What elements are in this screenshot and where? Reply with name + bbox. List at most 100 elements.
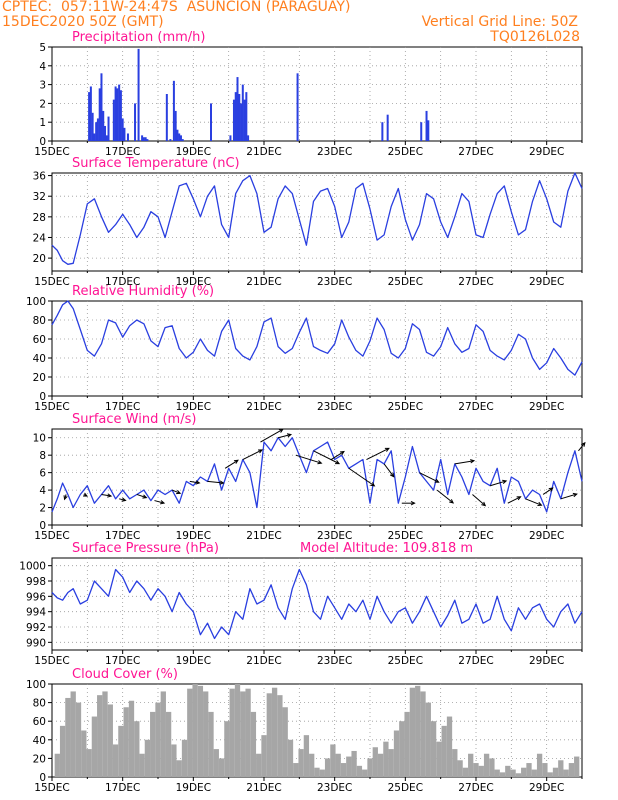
bar: [250, 711, 257, 777]
wind-vector: [366, 447, 390, 460]
bar: [93, 133, 96, 141]
x-tick-label: 19DEC: [176, 146, 211, 158]
bar: [123, 707, 129, 777]
x-tick-label: 29DEC: [529, 401, 564, 413]
series-line: [51, 437, 583, 513]
bar: [238, 94, 241, 141]
wind-vector: [154, 500, 166, 505]
panel-frame: [51, 300, 583, 397]
vector-shaft: [454, 460, 475, 465]
bar: [430, 721, 437, 777]
bar: [128, 700, 135, 777]
x-tick-label: 25DEC: [388, 401, 423, 413]
bar: [367, 758, 373, 777]
vector-head: [384, 447, 390, 452]
y-tick-label: 3: [39, 80, 46, 92]
y-tick-label: 998: [26, 576, 46, 588]
bar: [176, 760, 182, 777]
bar: [169, 139, 172, 141]
bar: [224, 721, 230, 777]
y-tick-label: 100: [26, 679, 46, 691]
vector-shaft: [189, 480, 200, 484]
y-tick-label: 996: [26, 591, 46, 603]
y-tick-label: 60: [33, 334, 46, 346]
x-tick-label: 29DEC: [529, 655, 564, 667]
bar: [181, 139, 184, 141]
x-tick-label: 29DEC: [529, 530, 564, 542]
vector-head: [516, 496, 522, 501]
bar: [203, 691, 209, 777]
bar: [377, 753, 384, 777]
bar: [574, 756, 580, 777]
bar: [340, 763, 347, 777]
bar: [542, 763, 548, 777]
bar: [446, 716, 453, 777]
vector-head: [219, 480, 225, 485]
bar: [521, 767, 527, 777]
panel-frame: [51, 46, 583, 142]
bar: [96, 118, 99, 141]
y-tick-label: 20: [33, 753, 46, 765]
vector-head: [481, 501, 487, 507]
x-tick-label: 17DEC: [105, 655, 140, 667]
bar: [494, 769, 500, 777]
bar: [531, 769, 537, 777]
y-tick-label: 28: [33, 212, 46, 224]
bar: [139, 753, 145, 777]
x-tick-label: 21DEC: [246, 530, 281, 542]
x-tick-label: 15DEC: [34, 401, 69, 413]
bar: [171, 744, 177, 777]
bar: [547, 772, 553, 777]
y-tick-label: 20: [33, 253, 46, 265]
panel-5: Surface Pressure (hPa) Model Altitude: 10…: [19, 541, 583, 667]
x-tick-label: 29DEC: [529, 276, 564, 288]
bar: [351, 750, 357, 777]
x-tick-label: 23DEC: [317, 530, 352, 542]
bar: [309, 753, 315, 777]
header-left-1: CPTEC: 057:11W-24:47S ASUNCION (PARAGUAY…: [2, 0, 351, 15]
bar: [483, 753, 490, 777]
wind-vector: [472, 494, 487, 507]
bar: [165, 711, 172, 777]
x-tick-label: 25DEC: [388, 276, 423, 288]
bar: [179, 135, 182, 141]
vector-head: [572, 492, 578, 498]
panel-annotation: Model Altitude: 109.818 m: [300, 541, 473, 556]
x-tick-label: 21DEC: [246, 655, 281, 667]
vector-head: [449, 499, 455, 504]
bar: [478, 765, 484, 777]
bar: [187, 688, 193, 777]
y-tick-label: 60: [33, 716, 46, 728]
bar: [107, 704, 113, 777]
bar: [381, 122, 384, 141]
bar: [247, 135, 250, 141]
x-tick-label: 27DEC: [458, 782, 493, 794]
vector-head: [286, 433, 293, 438]
bar: [65, 697, 71, 777]
vector-head: [278, 428, 284, 433]
bar: [119, 90, 122, 141]
panel-6: Cloud Cover (%) 15DEC 17DEC 19DEC 21DEC 23DEC…: [26, 667, 583, 794]
vector-shaft: [207, 480, 224, 484]
y-tick-label: 0: [39, 136, 46, 148]
wind-vector: [278, 433, 293, 439]
vector-head: [107, 493, 113, 498]
wind-vector: [454, 459, 476, 465]
bar: [243, 99, 246, 141]
bar: [314, 767, 320, 777]
y-tick-label: 2: [39, 503, 46, 515]
bar: [266, 693, 272, 777]
vector-head: [317, 460, 323, 465]
vector-head: [176, 490, 182, 495]
bar: [505, 765, 511, 777]
bar: [165, 94, 168, 141]
bar: [296, 73, 299, 141]
bar: [386, 114, 389, 141]
wind-vector: [525, 498, 543, 506]
vector-shaft: [436, 489, 454, 504]
bar: [356, 765, 363, 777]
bar: [176, 129, 179, 141]
panel-title: Surface Wind (m/s): [72, 412, 196, 427]
bar: [144, 137, 147, 141]
bar: [324, 758, 331, 777]
